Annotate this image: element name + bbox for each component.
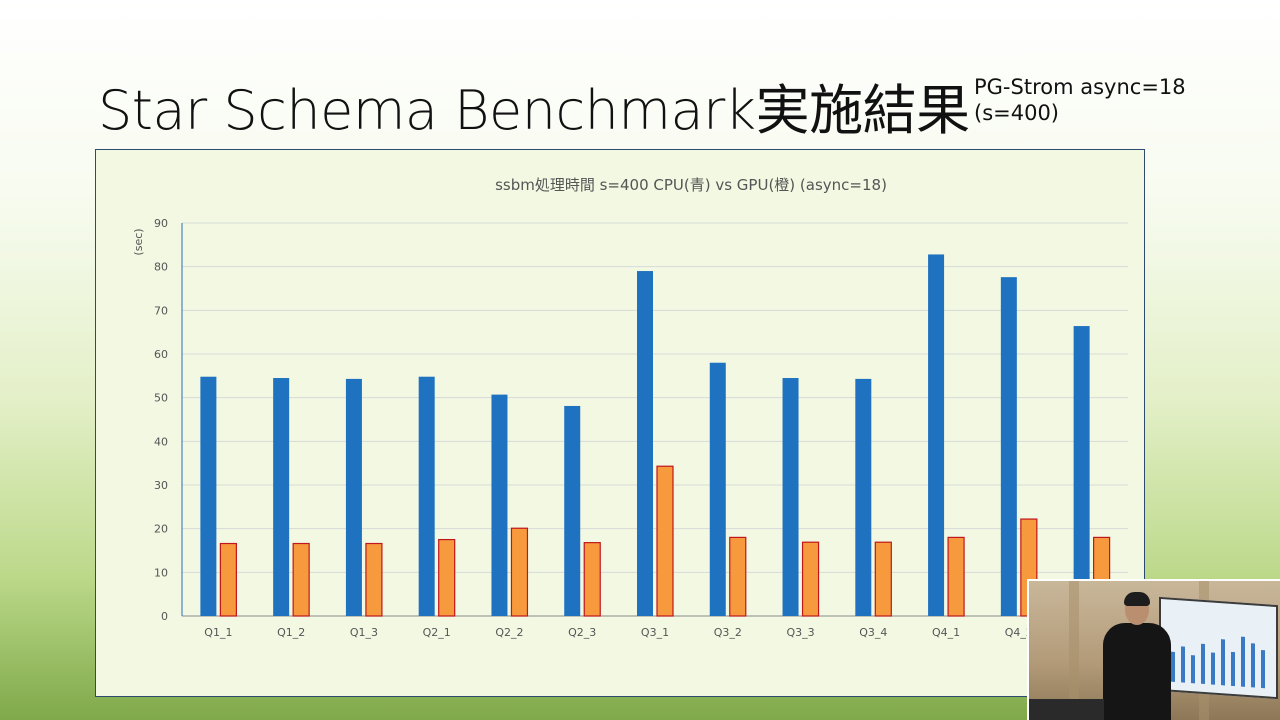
y-tick-label: 70: [154, 304, 168, 317]
bar-cpu-Q1_3: [345, 378, 362, 616]
subtitle-line-2: (s=400): [974, 101, 1060, 125]
speaker-hair: [1124, 592, 1150, 606]
y-tick-label: 80: [154, 261, 168, 274]
desk: [1029, 699, 1104, 720]
bar-gpu-Q2_1: [438, 538, 456, 617]
bar-cpu-Q4_1: [928, 254, 945, 616]
x-category-label: Q3_1: [641, 626, 669, 639]
x-category-label: Q4_2: [1005, 626, 1033, 639]
y-tick-label: 10: [154, 566, 168, 579]
bar-gpu-Q3_1: [656, 465, 674, 617]
y-tick-label: 40: [154, 435, 168, 448]
slide-subtitle: PG-Strom async=18 (s=400): [974, 74, 1186, 126]
y-tick-label: 20: [154, 523, 168, 536]
bar-gpu-Q1_2: [292, 542, 310, 617]
bar-gpu-Q3_3: [801, 541, 820, 617]
x-category-label: Q1_3: [350, 626, 378, 639]
y-axis-ticks: 0 10 20 30 40 50 60 70 80 90: [154, 217, 168, 623]
speaker-person: [1103, 623, 1171, 720]
bar-gpu-Q3_2: [729, 536, 747, 617]
bar-cpu-Q1_1: [200, 376, 217, 616]
x-category-label: Q3_4: [859, 626, 887, 639]
y-tick-label: 90: [154, 217, 168, 230]
bar-chart: ssbm処理時間 s=400 CPU(青) vs GPU(橙) (async=1…: [132, 176, 1128, 639]
bar-gpu-Q3_4: [874, 541, 892, 617]
x-category-label: Q1_1: [204, 626, 232, 639]
bar-gpu-Q2_3: [583, 542, 601, 617]
y-tick-label: 50: [154, 392, 168, 405]
bar-cpu-Q3_2: [709, 362, 726, 616]
y-tick-label: 30: [154, 479, 168, 492]
bar-gpu-Q1_3: [365, 542, 383, 617]
bar-cpu-Q4_3: [1073, 326, 1090, 616]
projector-screen: [1159, 596, 1278, 700]
chart-title: ssbm処理時間 s=400 CPU(青) vs GPU(橙) (async=1…: [495, 176, 887, 194]
bar-cpu-Q3_4: [855, 378, 872, 616]
bar-cpu-Q2_2: [491, 394, 508, 616]
bar-gpu-Q1_1: [219, 542, 237, 617]
bar-gpu-Q4_1: [947, 536, 965, 617]
y-tick-label: 60: [154, 348, 168, 361]
y-tick-label: 0: [161, 610, 168, 623]
x-axis-labels: Q1_1 Q1_2 Q1_3 Q2_1 Q2_2 Q2_3 Q3_1 Q3_2 Q3_3 Q3_4…: [204, 626, 1105, 639]
bar-cpu-Q1_2: [273, 378, 290, 616]
y-axis-title: (sec): [132, 228, 145, 255]
wall-pillar: [1069, 581, 1079, 720]
x-category-label: Q2_2: [495, 626, 523, 639]
gridlines: [181, 222, 1128, 617]
bar-cpu-Q3_1: [637, 271, 653, 616]
speaker-video-overlay: [1027, 579, 1280, 720]
bars: [200, 254, 1111, 617]
subtitle-line-1: PG-Strom async=18: [974, 75, 1186, 99]
bar-cpu-Q3_3: [782, 378, 799, 616]
x-category-label: Q1_2: [277, 626, 305, 639]
x-category-label: Q2_1: [423, 626, 451, 639]
x-category-label: Q4_1: [932, 626, 960, 639]
chart-frame: ssbm処理時間 s=400 CPU(青) vs GPU(橙) (async=1…: [95, 149, 1145, 697]
bar-cpu-Q2_1: [418, 376, 435, 616]
slide-title: Star Schema Benchmark実施結果: [98, 79, 970, 142]
x-category-label: Q2_3: [568, 626, 596, 639]
x-category-label: Q3_2: [714, 626, 742, 639]
x-category-label: Q3_3: [786, 626, 814, 639]
bar-cpu-Q2_3: [564, 405, 581, 616]
bar-cpu-Q4_2: [1000, 277, 1017, 616]
bar-gpu-Q2_2: [510, 527, 529, 617]
